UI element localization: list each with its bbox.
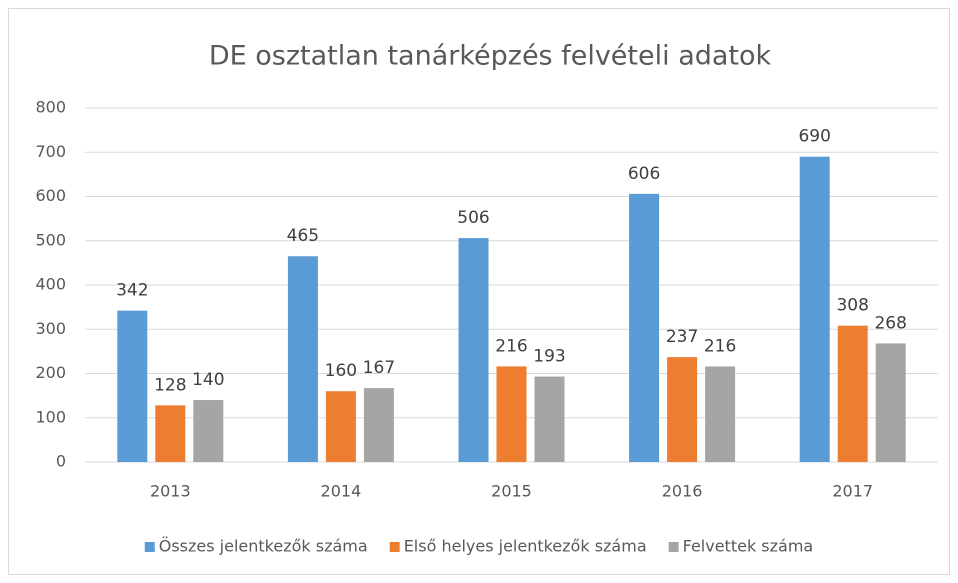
data-label: 167 (363, 358, 395, 378)
y-tick-label: 500 (35, 230, 66, 249)
x-tick-label: 2015 (491, 482, 532, 501)
chart-title: DE osztatlan tanárképzés felvételi adato… (209, 41, 772, 72)
bar (799, 156, 830, 463)
data-label: 237 (666, 327, 698, 347)
data-label: 160 (325, 361, 357, 381)
data-label: 506 (457, 208, 489, 228)
bar (458, 238, 489, 462)
bar (667, 357, 698, 462)
x-tick-label: 2016 (662, 482, 703, 501)
bar (117, 310, 148, 462)
data-label: 690 (798, 127, 830, 147)
bar (705, 366, 736, 462)
legend-swatch (668, 542, 679, 552)
bar (325, 391, 356, 462)
legend-label: Összes jelentkezők száma (159, 537, 368, 556)
y-tick-label: 700 (35, 142, 66, 161)
bar (193, 400, 224, 462)
data-label: 606 (628, 164, 660, 184)
x-tick-label: 2017 (832, 482, 873, 501)
y-tick-label: 600 (35, 186, 66, 205)
y-tick-label: 100 (35, 407, 66, 426)
bar (629, 193, 660, 462)
bar (875, 343, 906, 462)
y-tick-label: 0 (56, 452, 66, 471)
data-label: 140 (192, 370, 224, 390)
data-label: 342 (116, 281, 148, 301)
bar (837, 325, 868, 462)
data-label: 308 (836, 296, 868, 316)
bar (287, 256, 318, 462)
bar (534, 376, 565, 462)
x-tick-label: 2014 (321, 482, 362, 501)
data-label: 216 (495, 336, 527, 356)
data-label: 268 (874, 313, 906, 333)
data-label: 465 (287, 226, 319, 246)
legend-label: Első helyes jelentkezők száma (404, 537, 647, 556)
data-label: 193 (533, 347, 565, 367)
bar (363, 388, 394, 462)
data-label: 216 (704, 336, 736, 356)
data-label: 128 (154, 375, 186, 395)
bar (496, 366, 527, 462)
y-tick-label: 300 (35, 319, 66, 338)
y-tick-label: 200 (35, 363, 66, 382)
legend-label: Felvettek száma (683, 537, 814, 556)
y-tick-label: 400 (35, 275, 66, 294)
bar (155, 405, 186, 462)
legend-swatch (389, 542, 400, 552)
y-tick-label: 800 (35, 98, 66, 117)
legend-swatch (144, 542, 155, 552)
x-tick-label: 2013 (150, 482, 191, 501)
